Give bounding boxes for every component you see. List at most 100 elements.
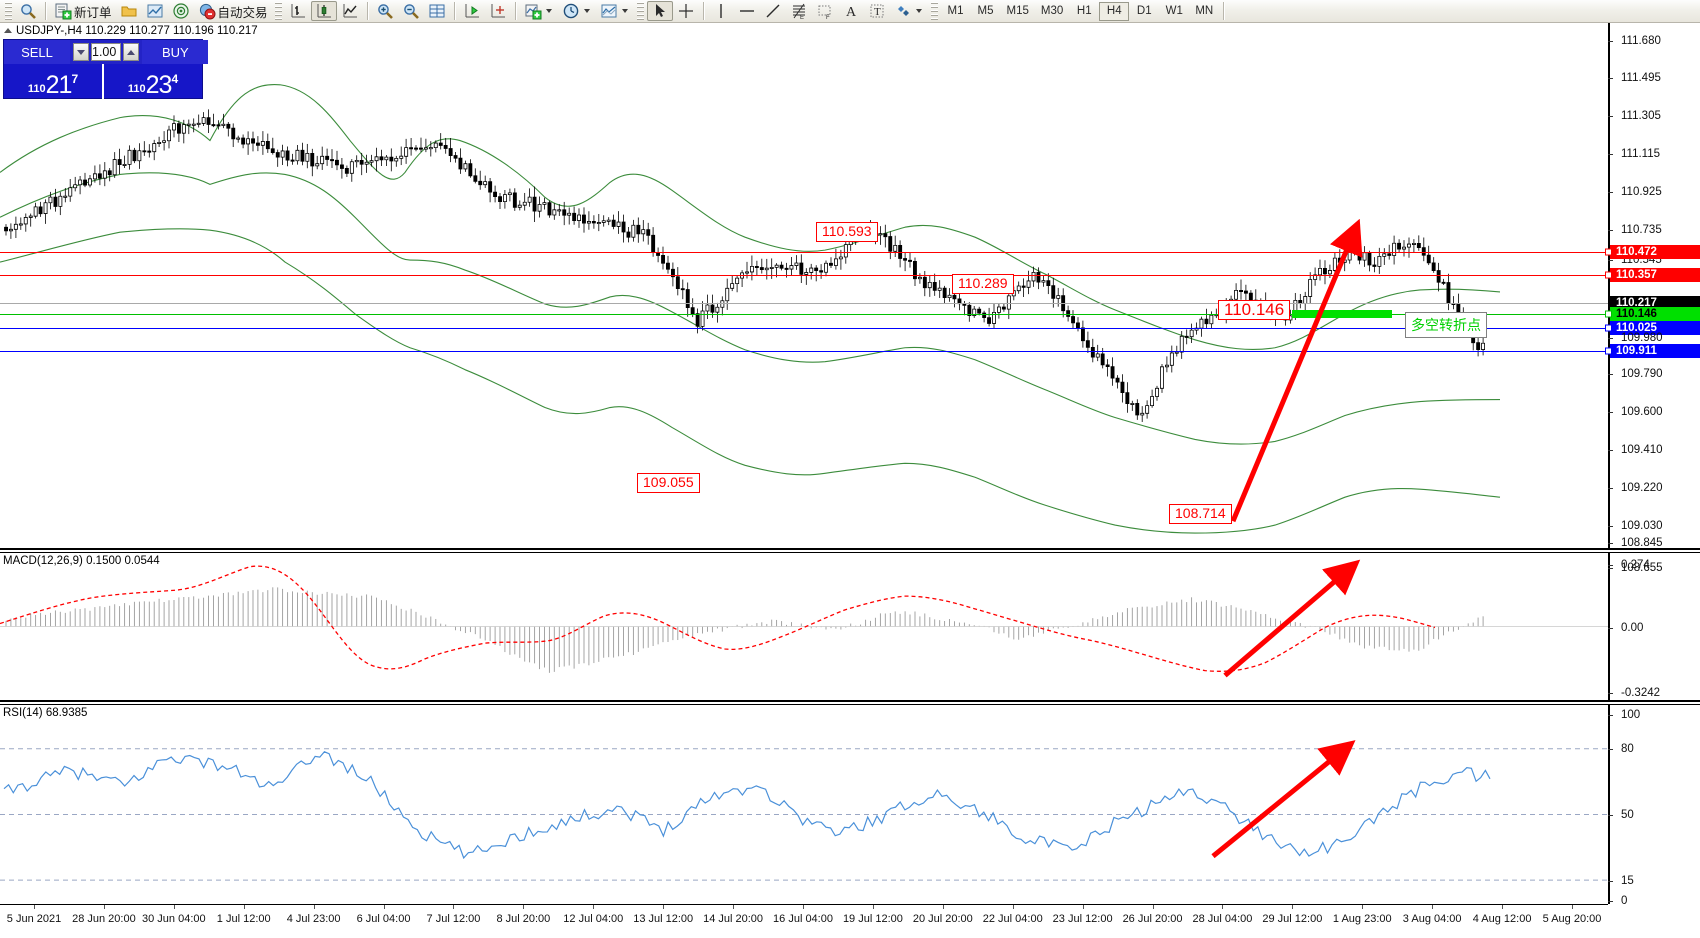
macd-tick: 0.00 <box>1608 622 1700 634</box>
support-line-110-146[interactable] <box>0 314 1608 315</box>
time-axis-label: 20 Jul 20:00 <box>912 913 973 925</box>
macd-trend-arrow[interactable] <box>0 553 1608 700</box>
price-badge-110-357[interactable]: 110.357 <box>1605 268 1700 282</box>
octp-controls-row: SELL 1.00 BUY <box>4 40 209 64</box>
buy-price-sup: 4 <box>171 72 179 86</box>
crosshair-icon <box>678 4 693 18</box>
text-tool-button[interactable]: A <box>838 1 864 21</box>
timeframe-m15[interactable]: M15 <box>1006 5 1029 17</box>
label-turning-point[interactable]: 多空转折点 <box>1405 312 1487 338</box>
fibonacci-button[interactable]: E <box>786 1 812 21</box>
time-axis-label: 22 Jul 04:00 <box>982 913 1043 925</box>
label-108-714[interactable]: 108.714 <box>1169 504 1232 524</box>
macd-panel[interactable]: MACD(12,26,9) 0.1500 0.0544 0.274 <box>0 552 1700 702</box>
price-tick: 111.115 <box>1608 148 1700 160</box>
price-plot[interactable]: 110.593 110.289 110.146 109.055 108.714 … <box>0 23 1608 548</box>
timeframe-d1[interactable]: D1 <box>1136 5 1152 17</box>
volume-decrease-button[interactable] <box>73 43 89 61</box>
time-tick-mark <box>593 905 595 909</box>
text-label-button[interactable]: T <box>864 1 890 21</box>
time-tick-mark <box>313 905 315 909</box>
chart-container[interactable]: 110.593 110.289 110.146 109.055 108.714 … <box>0 23 1700 938</box>
data-window-button[interactable] <box>142 1 168 21</box>
price-axis[interactable]: 111.680 111.495 111.305 111.115 110.925 … <box>1605 23 1700 548</box>
expert-advisors-button[interactable] <box>116 1 142 21</box>
one-click-trading-panel[interactable]: SELL 1.00 BUY 110 21 7 110 23 4 <box>3 39 209 99</box>
price-badge-110-146[interactable]: 110.146 <box>1605 307 1700 321</box>
buy-price[interactable]: 110 23 4 <box>104 64 202 99</box>
indicators-button[interactable] <box>520 1 558 21</box>
resistance-line-110-357[interactable] <box>0 275 1608 276</box>
templates-chevron-down-icon[interactable] <box>621 9 628 13</box>
time-axis-label: 14 Jul 20:00 <box>703 913 764 925</box>
symbol-search-button[interactable] <box>15 1 41 21</box>
grid-button[interactable] <box>424 1 450 21</box>
toolbar-separator <box>45 2 46 20</box>
green-zone-marker[interactable] <box>1292 310 1392 318</box>
line-chart-button[interactable] <box>337 1 363 21</box>
horizontal-line-button[interactable] <box>734 1 760 21</box>
volume-increase-button[interactable] <box>123 43 140 61</box>
rsi-tick: 100 <box>1608 709 1700 721</box>
level-line-109-911[interactable] <box>0 351 1608 352</box>
trendline-button[interactable] <box>760 1 786 21</box>
time-axis-label: 6 Jul 04:00 <box>356 913 411 925</box>
period-chevron-down-icon[interactable] <box>583 9 590 13</box>
timeframe-m5[interactable]: M5 <box>977 5 994 17</box>
label-110-593[interactable]: 110.593 <box>816 222 878 242</box>
fibo-fan-button[interactable]: F <box>812 1 838 21</box>
sell-button[interactable]: SELL <box>4 40 70 64</box>
period-button[interactable] <box>558 1 596 21</box>
resistance-line-110-472[interactable] <box>0 252 1608 253</box>
timeframe-m1[interactable]: M1 <box>947 5 964 17</box>
signals-button[interactable] <box>168 1 194 21</box>
zoom-out-button[interactable] <box>398 1 424 21</box>
timeframe-h1[interactable]: H1 <box>1076 5 1092 17</box>
price-tick: 111.495 <box>1608 72 1700 84</box>
timeframe-w1[interactable]: W1 <box>1165 5 1183 17</box>
chart-collapse-icon[interactable] <box>4 28 12 33</box>
rsi-trend-arrow[interactable] <box>0 705 1608 904</box>
bar-chart-button[interactable] <box>285 1 311 21</box>
volume-control[interactable]: 1.00 <box>70 40 143 64</box>
chart-shift-button[interactable] <box>459 1 485 21</box>
crosshair-tool-button[interactable] <box>673 1 699 21</box>
timeframe-h4[interactable]: H4 <box>1099 1 1130 21</box>
rsi-plot[interactable] <box>0 705 1608 904</box>
time-axis-label: 12 Jul 04:00 <box>563 913 624 925</box>
new-order-button[interactable]: 新订单 <box>50 1 116 21</box>
timeframe-mn[interactable]: MN <box>1195 5 1214 17</box>
rsi-panel[interactable]: RSI(14) 68.9385 100 <box>0 704 1700 907</box>
shapes-chevron-down-icon[interactable] <box>915 9 922 13</box>
label-110-289[interactable]: 110.289 <box>952 274 1014 294</box>
label-110-146[interactable]: 110.146 <box>1218 300 1291 320</box>
time-axis[interactable]: 5 Jun 2021 28 Jun 20:00 30 Jun 04:00 1 Jul … <box>0 904 1608 938</box>
auto-trading-button[interactable]: 自动交易 <box>194 1 272 21</box>
zoom-in-button[interactable] <box>372 1 398 21</box>
cursor-tool-button[interactable] <box>646 1 673 21</box>
level-line-110-025[interactable] <box>0 328 1608 329</box>
candlestick-chart-button[interactable] <box>310 1 337 21</box>
toolbar-grip-4[interactable] <box>930 2 938 20</box>
label-109-055[interactable]: 109.055 <box>637 473 700 493</box>
macd-plot[interactable] <box>0 553 1608 700</box>
macd-signal-line <box>0 553 1608 700</box>
toolbar-grip-2[interactable] <box>274 2 282 20</box>
vertical-line-button[interactable] <box>708 1 734 21</box>
auto-scroll-button[interactable] <box>485 1 511 21</box>
toolbar-grip[interactable] <box>5 2 12 20</box>
toolbar-separator-6 <box>1223 2 1225 20</box>
sell-price[interactable]: 110 21 7 <box>4 64 102 99</box>
price-badge-110-025[interactable]: 110.025 <box>1605 321 1700 335</box>
toolbar-grip-3[interactable] <box>636 2 644 20</box>
price-badge-109-911[interactable]: 109.911 <box>1605 344 1700 358</box>
price-panel[interactable]: 110.593 110.289 110.146 109.055 108.714 … <box>0 23 1700 550</box>
trend-arrow-up[interactable] <box>0 23 1608 548</box>
volume-input[interactable]: 1.00 <box>91 43 122 61</box>
price-badge-110-472[interactable]: 110.472 <box>1605 245 1700 259</box>
shapes-button[interactable] <box>890 1 928 21</box>
buy-button[interactable]: BUY <box>142 40 209 64</box>
timeframe-m30[interactable]: M30 <box>1040 5 1064 17</box>
indicators-chevron-down-icon[interactable] <box>545 9 552 13</box>
templates-button[interactable] <box>596 1 634 21</box>
